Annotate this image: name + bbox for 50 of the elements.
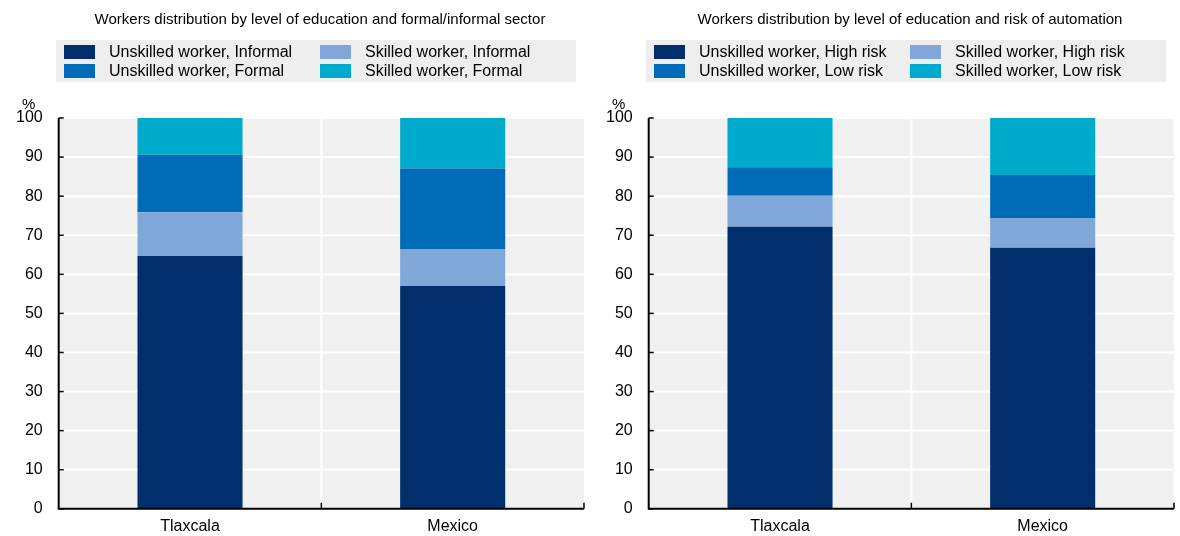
y-tick-label: 10 — [24, 460, 43, 478]
y-tick-label: 80 — [614, 186, 633, 204]
bar — [727, 195, 833, 227]
bar — [137, 154, 243, 213]
legend-label: Unskilled worker, Low risk — [699, 61, 884, 80]
x-tick-label: Mexico — [1017, 516, 1069, 534]
x-tick-label: Mexico — [427, 516, 479, 534]
y-tick-label: 30 — [24, 381, 43, 399]
bar — [137, 255, 243, 509]
bar — [137, 118, 243, 155]
legend-label: Unskilled worker, Formal — [109, 61, 285, 80]
chart-title: Workers distribution by level of education and formal/informal sector — [93, 10, 547, 27]
legend-label: Skilled worker, High risk — [955, 42, 1125, 61]
y-tick-label: 80 — [24, 186, 43, 204]
bar — [727, 118, 833, 168]
y-tick-label: 20 — [24, 421, 43, 439]
x-tick-label: Tlaxcala — [160, 516, 220, 534]
y-tick-label: 70 — [614, 225, 633, 243]
y-tick-label: 20 — [614, 421, 633, 439]
y-tick-label: 40 — [614, 342, 633, 360]
y-tick-label: 60 — [24, 264, 43, 282]
bar — [400, 168, 506, 249]
bar — [990, 247, 1096, 509]
legend-label: Unskilled worker, High risk — [699, 42, 887, 61]
y-tick-label: 90 — [24, 147, 43, 165]
y-tick-label: 40 — [24, 342, 43, 360]
bar — [727, 167, 833, 196]
legend-label: Skilled worker, Informal — [365, 42, 531, 61]
y-tick-label: 70 — [24, 225, 43, 243]
y-tick-label: 60 — [614, 264, 633, 282]
bar — [990, 175, 1096, 219]
y-tick-label: 30 — [614, 381, 633, 399]
y-tick-label: 90 — [614, 147, 633, 165]
bar — [400, 248, 506, 287]
bar — [400, 118, 506, 169]
y-tick-label: 0 — [623, 499, 633, 517]
legend-label: Unskilled worker, Informal — [109, 42, 293, 61]
y-tick-label: 50 — [614, 303, 633, 321]
y-tick-label: 0 — [33, 499, 43, 517]
y-tick-label: 10 — [614, 460, 633, 478]
legend-label: Skilled worker, Formal — [365, 61, 523, 80]
bar — [727, 226, 833, 509]
bar — [400, 286, 506, 509]
bar — [137, 212, 243, 256]
legend-label: Skilled worker, Low risk — [955, 61, 1122, 80]
chart-title: Workers distribution by level of education and risk of automation — [696, 10, 1124, 27]
bar — [990, 118, 1096, 176]
bar — [990, 218, 1096, 248]
y-tick-label: 50 — [24, 303, 43, 321]
x-tick-label: Tlaxcala — [750, 516, 810, 534]
